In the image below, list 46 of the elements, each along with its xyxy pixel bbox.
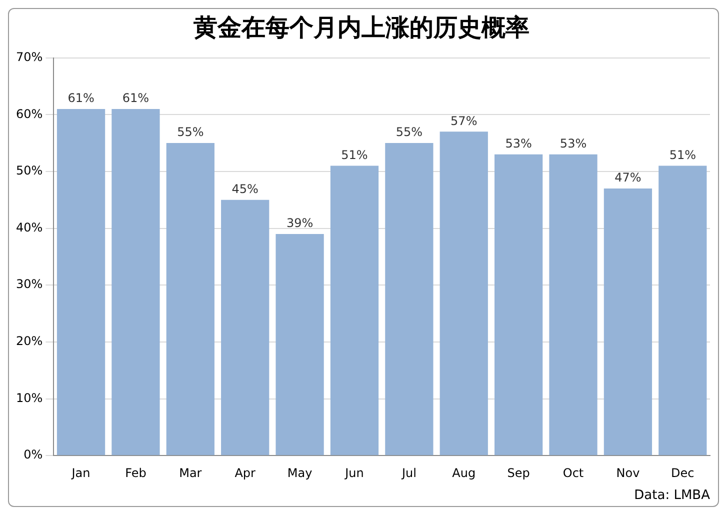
y-tick-label: 10% [16,390,43,405]
data-label: 47% [614,170,642,185]
data-label: 57% [450,114,478,128]
bar [112,108,160,456]
x-tick-label: Oct [562,466,584,480]
data-label: 53% [505,136,532,151]
bar [658,166,707,456]
x-tick-label: Dec [671,466,694,480]
x-tick-label: Nov [616,466,640,480]
data-label: 55% [177,125,204,140]
bar [276,234,324,456]
bar [56,108,106,456]
data-label: 45% [232,182,258,196]
y-tick-label: 50% [16,164,43,178]
y-tick-label: 40% [16,220,43,234]
x-tick-label: Jan [70,466,90,480]
y-tick-label: 30% [16,277,43,292]
y-tick-label: 20% [16,334,43,348]
bar [604,188,652,456]
data-label: 51% [341,148,368,162]
data-label: 51% [669,148,696,162]
data-label: 61% [68,91,94,106]
x-tick-label: May [287,466,312,480]
bar [440,132,488,456]
y-tick-label: 60% [16,106,43,121]
data-label: 39% [286,216,314,230]
chart-title: 黄金在每个月内上涨的历史概率 [192,14,530,42]
x-tick-label: Sep [507,466,530,480]
bar [494,154,543,456]
text: Data: LMBA [634,488,710,503]
x-tick-label: Jul [400,466,416,480]
bar [385,143,434,456]
x-tick-label: Mar [179,466,202,480]
bar [166,143,214,456]
x-tick-label: Apr [234,466,256,480]
x-tick-label: Jun [344,466,364,480]
data-label: 61% [122,91,150,106]
bar [221,200,270,456]
bar [330,166,379,456]
y-tick-label: 70% [16,50,43,64]
x-tick-label: Aug [452,466,476,480]
data-label: 55% [396,125,423,140]
bar [549,154,598,456]
data-label: 53% [560,136,587,151]
y-tick-label: 0% [24,448,43,462]
x-tick-label: Feb [125,466,146,480]
